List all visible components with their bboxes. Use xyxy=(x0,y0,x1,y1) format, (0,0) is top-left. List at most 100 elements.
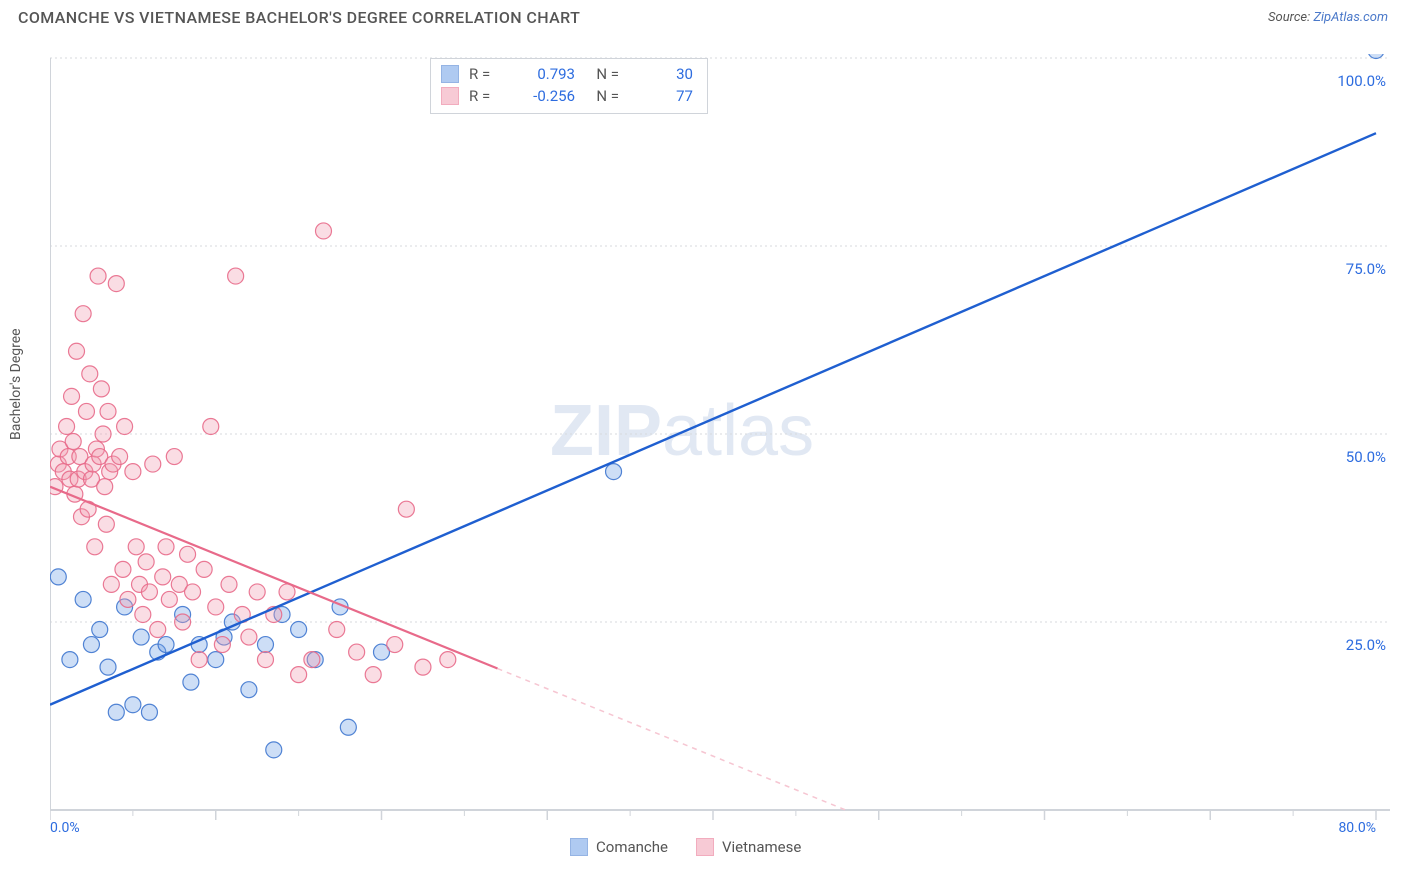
stats-n-value-vietnamese: 77 xyxy=(629,87,693,105)
plot-area: 0.0%80.0%25.0%50.0%75.0%100.0% xyxy=(50,54,1390,834)
stats-r-value-vietnamese: -0.256 xyxy=(511,87,575,105)
stats-r-label: R = xyxy=(469,87,501,105)
point-vietnamese xyxy=(115,561,131,577)
point-vietnamese xyxy=(158,539,174,555)
point-vietnamese xyxy=(415,659,431,675)
x-tick-label: 80.0% xyxy=(1338,820,1376,834)
point-vietnamese xyxy=(120,591,136,607)
point-vietnamese xyxy=(82,366,98,382)
y-tick-label: 75.0% xyxy=(1346,260,1386,278)
point-vietnamese xyxy=(203,418,219,434)
point-vietnamese xyxy=(398,501,414,517)
point-vietnamese xyxy=(150,622,166,638)
series-legend: Comanche Vietnamese xyxy=(570,838,801,856)
point-vietnamese xyxy=(138,554,154,570)
point-vietnamese xyxy=(90,268,106,284)
legend-item-vietnamese: Vietnamese xyxy=(696,838,801,856)
point-comanche xyxy=(291,622,307,638)
point-comanche xyxy=(266,742,282,758)
point-vietnamese xyxy=(208,599,224,615)
point-vietnamese xyxy=(78,403,94,419)
stats-n-label: N = xyxy=(585,65,619,83)
point-comanche xyxy=(100,659,116,675)
point-vietnamese xyxy=(387,637,403,653)
stats-n-value-comanche: 30 xyxy=(629,65,693,83)
point-vietnamese xyxy=(161,591,177,607)
point-vietnamese xyxy=(257,652,273,668)
scatter-plot: 0.0%80.0%25.0%50.0%75.0%100.0% xyxy=(50,54,1390,834)
point-vietnamese xyxy=(100,403,116,419)
point-vietnamese xyxy=(69,343,85,359)
point-comanche xyxy=(208,652,224,668)
point-vietnamese xyxy=(228,268,244,284)
point-comanche xyxy=(606,464,622,480)
point-vietnamese xyxy=(98,516,114,532)
stats-r-label: R = xyxy=(469,65,501,83)
stats-swatch-comanche xyxy=(441,65,459,83)
point-vietnamese xyxy=(304,652,320,668)
point-vietnamese xyxy=(75,306,91,322)
point-vietnamese xyxy=(112,449,128,465)
trendline-comanche xyxy=(50,133,1376,705)
point-vietnamese xyxy=(214,637,230,653)
point-comanche xyxy=(125,697,141,713)
point-vietnamese xyxy=(221,576,237,592)
point-comanche xyxy=(83,637,99,653)
point-vietnamese xyxy=(241,629,257,645)
point-vietnamese xyxy=(185,584,201,600)
stats-n-label: N = xyxy=(585,87,619,105)
point-vietnamese xyxy=(117,418,133,434)
point-vietnamese xyxy=(59,418,75,434)
point-vietnamese xyxy=(329,622,345,638)
legend-label-comanche: Comanche xyxy=(596,838,668,856)
stats-row-vietnamese: R = -0.256 N = 77 xyxy=(441,85,693,107)
point-comanche xyxy=(50,569,66,585)
point-comanche xyxy=(141,704,157,720)
chart-title: COMANCHE VS VIETNAMESE BACHELOR'S DEGREE… xyxy=(18,8,580,27)
point-vietnamese xyxy=(64,388,80,404)
point-comanche xyxy=(133,629,149,645)
point-vietnamese xyxy=(65,434,81,450)
chart-header: COMANCHE VS VIETNAMESE BACHELOR'S DEGREE… xyxy=(0,0,1406,31)
chart-source: Source: ZipAtlas.com xyxy=(1268,10,1388,25)
point-vietnamese xyxy=(93,381,109,397)
point-vietnamese xyxy=(125,464,141,480)
point-vietnamese xyxy=(135,606,151,622)
y-axis-label: Bachelor's Degree xyxy=(8,328,24,440)
point-vietnamese xyxy=(180,546,196,562)
point-vietnamese xyxy=(108,276,124,292)
stats-legend: R = 0.793 N = 30 R = -0.256 N = 77 xyxy=(430,58,708,114)
stats-r-value-comanche: 0.793 xyxy=(511,65,575,83)
point-vietnamese xyxy=(349,644,365,660)
point-vietnamese xyxy=(440,652,456,668)
point-vietnamese xyxy=(155,569,171,585)
stats-row-comanche: R = 0.793 N = 30 xyxy=(441,63,693,85)
trendline-dashed-vietnamese xyxy=(498,669,846,810)
point-comanche xyxy=(183,674,199,690)
point-vietnamese xyxy=(128,539,144,555)
y-tick-label: 50.0% xyxy=(1346,448,1386,466)
legend-item-comanche: Comanche xyxy=(570,838,668,856)
point-comanche xyxy=(75,591,91,607)
point-vietnamese xyxy=(87,539,103,555)
point-vietnamese xyxy=(166,449,182,465)
y-tick-label: 25.0% xyxy=(1346,636,1386,654)
source-label: Source: xyxy=(1268,10,1313,25)
point-vietnamese xyxy=(196,561,212,577)
point-comanche xyxy=(340,719,356,735)
source-name: ZipAtlas.com xyxy=(1313,10,1388,25)
legend-swatch-comanche xyxy=(570,838,588,856)
point-vietnamese xyxy=(97,479,113,495)
point-vietnamese xyxy=(175,614,191,630)
trendline-vietnamese xyxy=(50,487,498,669)
point-comanche xyxy=(158,637,174,653)
point-vietnamese xyxy=(291,667,307,683)
point-vietnamese xyxy=(365,667,381,683)
point-vietnamese xyxy=(95,426,111,442)
point-vietnamese xyxy=(103,576,119,592)
point-vietnamese xyxy=(141,584,157,600)
point-vietnamese xyxy=(315,223,331,239)
x-tick-label: 0.0% xyxy=(50,820,80,834)
point-comanche xyxy=(257,637,273,653)
point-vietnamese xyxy=(249,584,265,600)
